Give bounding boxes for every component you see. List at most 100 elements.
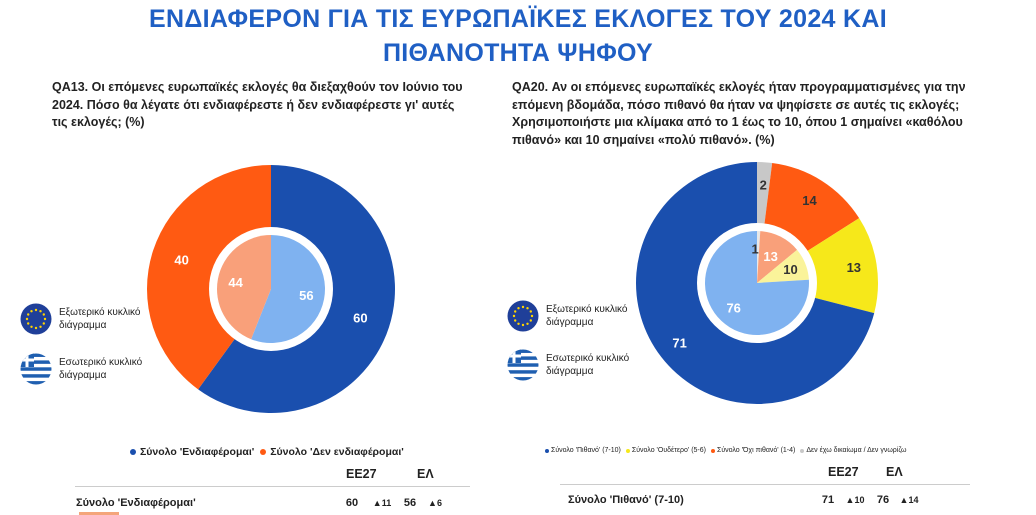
legend-dot-orange (711, 448, 715, 453)
eu-star (526, 322, 529, 325)
table-col-el: ΕΛ (886, 465, 903, 479)
inner-slice (757, 249, 809, 283)
eu-star (25, 317, 29, 321)
inner-slice (705, 231, 809, 335)
question-qa13: QA13. Οι επόμενες ευρωπαϊκές εκλογές θα … (52, 80, 463, 129)
page-title-line-1: ΕΝΔΙΑΦΕΡΟΝ ΓΙΑ ΤΙΣ ΕΥΡΩΠΑΪΚΕΣ ΕΚΛΟΓΕΣ ΤΟ… (149, 5, 887, 33)
eu-star (530, 314, 534, 318)
eu-star (27, 313, 30, 316)
el-delta: ▲6 (428, 498, 442, 508)
inner-slice (757, 231, 761, 283)
el-value: 56 (403, 497, 417, 509)
legend-outer-left: Εξωτερικό κυκλικό διάγραμμα (20, 303, 169, 335)
greek-flag-icon (507, 349, 539, 381)
inner-slice-label: 56 (299, 288, 313, 303)
eu-star (514, 319, 517, 322)
legend-item-label: Σύνολο 'Όχι πιθανό' (1-4) (717, 447, 796, 454)
legend-outer-label: Εξωτερικό κυκλικό διάγραμμα (546, 304, 628, 328)
table-divider (560, 484, 970, 485)
greek-flag-icon (20, 353, 52, 385)
eu-star (39, 325, 42, 328)
table-divider (75, 486, 470, 487)
inner-slice-label: 76 (726, 300, 740, 315)
legend-item-interested: Σύνολο 'Ενδιαφέρομαι' (130, 446, 254, 458)
eu-star (30, 325, 33, 328)
table-col-eu27: ΕΕ27 (828, 465, 859, 479)
inner-slice-label: 10 (783, 262, 797, 277)
eu-star (27, 322, 30, 325)
eu-star (34, 308, 38, 312)
inner-slice (217, 235, 271, 340)
legend-item-label: Σύνολο 'Ενδιαφέρομαι' (140, 446, 255, 458)
bottom-legend-left: Σύνολο 'Ενδιαφέρομαι' Σύνολο 'Δεν ενδιαφ… (130, 446, 404, 458)
table-row: Σύνολο 'Πιθανό' (7-10) 71 ▲10 76 ▲14 (568, 494, 922, 506)
table-row: Σύνολο 'Ενδιαφέρομαι' 60 ▲11 56 ▲6 (76, 497, 448, 509)
legend-outer-right: Εξωτερικό κυκλικό διάγραμμα (507, 300, 656, 332)
legend-item-not-interested: Σύνολο 'Δεν ενδιαφέρομαι' (260, 446, 404, 458)
el-delta: ▲14 (899, 495, 919, 505)
legend-outer-label: Εξωτερικό κυκλικό διάγραμμα (59, 307, 141, 331)
eu-star (526, 307, 529, 310)
inner-slice (251, 235, 325, 343)
outer-slice-label: 60 (353, 311, 367, 326)
eu-star (514, 310, 517, 313)
legend-dot-blue (545, 448, 549, 453)
legend-item-likely: Σύνολο 'Πιθανό' (7-10) (545, 447, 621, 454)
outer-slice-label: 13 (847, 260, 861, 275)
row-label: Σύνολο 'Ενδιαφέρομαι' (76, 497, 196, 509)
eu-star (42, 313, 45, 316)
legend-item-label: Δεν έχω δικαίωμα / Δεν γνωρίζω (806, 447, 907, 454)
page-title-line-2: ΠΙΘΑΝΟΤΗΤΑ ΨΗΦΟΥ (382, 39, 654, 67)
inner-slice-label: 13 (763, 249, 777, 264)
eu-star (42, 322, 45, 325)
el-value: 76 (876, 494, 890, 506)
outer-slice-label: 2 (760, 178, 767, 193)
legend-item-label: Σύνολο 'Ουδέτερο' (5-6) (631, 447, 706, 454)
eu27-delta: ▲11 (372, 498, 392, 508)
outer-slice (147, 165, 271, 390)
row-accent-bar (79, 512, 119, 515)
eu-star (521, 305, 525, 309)
row-label: Σύνολο 'Πιθανό' (7-10) (568, 494, 684, 506)
legend-dot-yellow (625, 448, 630, 453)
eu-star (43, 317, 47, 321)
eu-flag-icon (507, 300, 539, 332)
outer-slice-label: 14 (802, 193, 817, 208)
legend-item-no-right: Δεν έχω δικαίωμα / Δεν γνωρίζω (800, 447, 906, 454)
eu-star (529, 319, 532, 322)
outer-slice-label: 71 (672, 336, 686, 351)
bottom-legend-right: Σύνολο 'Πιθανό' (7-10) Σύνολο 'Ουδέτερο'… (545, 447, 906, 454)
outer-slice-label: 40 (174, 253, 188, 268)
donut-chart-qa13: 60 40 56 44 (147, 165, 396, 413)
inner-slice-label: 1 (751, 242, 758, 257)
legend-inner-right: Εσωτερικό κυκλικό διάγραμμα (507, 349, 656, 381)
eu-star (529, 310, 532, 313)
legend-dot-grey (800, 448, 805, 453)
eu27-value: 71 (821, 494, 835, 506)
question-qa20: QA20. Αν οι επόμενες ευρωπαϊκές εκλογές … (512, 80, 966, 147)
legend-dot-blue (130, 449, 136, 455)
eu-star (30, 310, 33, 313)
legend-dot-orange (260, 449, 267, 455)
eu-star (517, 322, 520, 325)
legend-item-label: Σύνολο 'Δεν ενδιαφέρομαι' (270, 446, 404, 458)
eu-star (517, 307, 520, 310)
legend-item-label: Σύνολο 'Πιθανό' (7-10) (551, 447, 621, 454)
eu-star (521, 323, 525, 327)
eu-flag-icon (20, 303, 52, 335)
legend-inner-label: Εσωτερικό κυκλικό διάγραμμα (59, 357, 143, 381)
legend-item-not-likely: Σύνολο 'Όχι πιθανό' (1-4) (711, 447, 795, 454)
eu27-value: 60 (345, 497, 359, 509)
table-col-el: ΕΛ (417, 467, 434, 481)
inner-slice (757, 231, 798, 283)
page-title: ΕΝΔΙΑΦΕΡΟΝ ΓΙΑ ΤΙΣ ΕΥΡΩΠΑΪΚΕΣ ΕΚΛΟΓΕΣ ΤΟ… (0, 2, 1036, 70)
eu-star (512, 314, 516, 318)
eu-star (39, 310, 42, 313)
legend-inner-label: Εσωτερικό κυκλικό διάγραμμα (546, 353, 630, 377)
legend-item-neutral: Σύνολο 'Ουδέτερο' (5-6) (625, 447, 706, 454)
eu-star (34, 326, 38, 330)
donut-chart-qa20: 2 14 13 71 1 13 10 76 (636, 162, 878, 404)
eu27-delta: ▲10 (845, 495, 865, 505)
table-col-eu27: ΕΕ27 (346, 467, 377, 481)
inner-slice-label: 44 (228, 275, 243, 290)
